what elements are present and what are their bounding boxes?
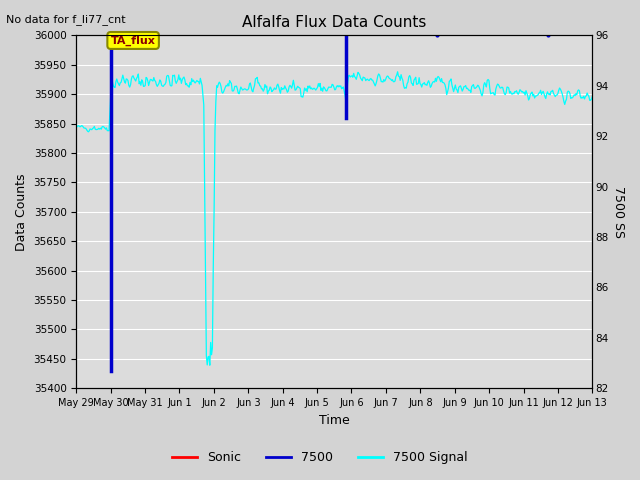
Text: No data for f_li77_cnt: No data for f_li77_cnt — [6, 14, 126, 25]
Text: TA_flux: TA_flux — [111, 36, 156, 46]
X-axis label: Time: Time — [319, 414, 349, 427]
Legend: Sonic, 7500, 7500 Signal: Sonic, 7500, 7500 Signal — [167, 446, 473, 469]
Y-axis label: Data Counts: Data Counts — [15, 173, 28, 251]
Title: Alfalfa Flux Data Counts: Alfalfa Flux Data Counts — [242, 15, 426, 30]
Y-axis label: 7500 SS: 7500 SS — [612, 186, 625, 238]
